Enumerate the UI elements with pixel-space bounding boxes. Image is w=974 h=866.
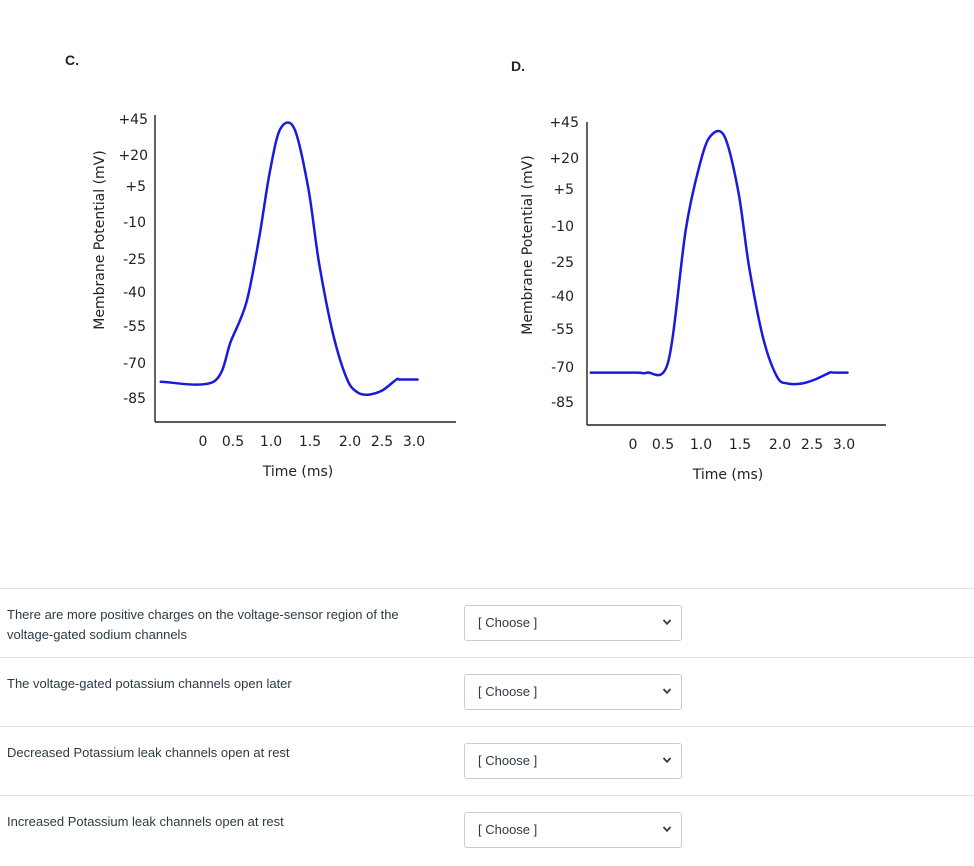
chart-d-xtick: 2.0 (769, 437, 791, 453)
chart-d-ytick: -55 (551, 322, 574, 338)
chevron-down-icon (662, 619, 672, 626)
chart-c-xtick: 2.0 (339, 434, 361, 450)
answer-statement: The voltage-gated potassium channels ope… (7, 676, 292, 691)
charts-svg: Membrane Potential (mV) +45 +20 +5 -10 -… (92, 112, 886, 483)
chart-d-ytick: +5 (553, 182, 574, 198)
chart-d-xtick: 3.0 (833, 437, 855, 453)
answer-row: Decreased Potassium leak channels open a… (0, 726, 974, 795)
chart-d-ylabel: Membrane Potential (mV) (520, 155, 536, 334)
answer-select-value: [ Choose ] (478, 684, 538, 699)
chart-c-xtick: 0 (199, 434, 208, 450)
chart-c-ylabel: Membrane Potential (mV) (92, 150, 108, 329)
chart-c-xlabel: Time (ms) (262, 464, 334, 480)
answer-statement: Decreased Potassium leak channels open a… (7, 745, 290, 760)
chart-d-xtick: 1.0 (690, 437, 712, 453)
chart-d-xtick: 0.5 (652, 437, 674, 453)
chart-c-xtick: 3.0 (403, 434, 425, 450)
chart-d: Membrane Potential (mV) +45 +20 +5 -10 -… (520, 115, 886, 483)
chart-c-ytick: +45 (118, 112, 148, 128)
chart-c: Membrane Potential (mV) +45 +20 +5 -10 -… (92, 112, 456, 480)
chart-d-ytick: +20 (549, 151, 579, 167)
chart-d-ytick: -25 (551, 255, 574, 271)
answer-row: The voltage-gated potassium channels ope… (0, 657, 974, 726)
answer-select[interactable]: [ Choose ] (464, 812, 682, 848)
answer-statement: There are more positive charges on the v… (7, 607, 399, 642)
chart-c-trace (159, 121, 419, 397)
chart-c-xtick: 0.5 (222, 434, 244, 450)
answer-select-value: [ Choose ] (478, 753, 538, 768)
chart-d-trace (589, 129, 849, 386)
panel-c-label: C. (65, 52, 79, 68)
chart-c-ytick: +20 (118, 148, 148, 164)
chart-c-xtick: 2.5 (371, 434, 393, 450)
chevron-down-icon (662, 688, 672, 695)
chart-d-ytick: +45 (549, 115, 579, 131)
answer-row: Increased Potassium leak channels open a… (0, 795, 974, 865)
answer-select[interactable]: [ Choose ] (464, 605, 682, 641)
chart-c-ytick: +5 (125, 179, 146, 195)
chevron-down-icon (662, 757, 672, 764)
answer-select[interactable]: [ Choose ] (464, 743, 682, 779)
chart-d-xtick: 0 (629, 437, 638, 453)
answer-statement: Increased Potassium leak channels open a… (7, 814, 284, 829)
chevron-down-icon (662, 826, 672, 833)
answer-select-value: [ Choose ] (478, 822, 538, 837)
chart-d-xlabel: Time (ms) (692, 467, 764, 483)
chart-c-ytick: -85 (123, 391, 146, 407)
panel-d-label: D. (511, 58, 525, 74)
chart-d-ytick: -70 (551, 360, 574, 376)
chart-c-ytick: -70 (123, 356, 146, 372)
chart-c-xtick: 1.5 (299, 434, 321, 450)
chart-c-ytick: -10 (123, 215, 146, 231)
chart-d-ytick: -40 (551, 289, 574, 305)
chart-c-ytick: -55 (123, 319, 146, 335)
chart-d-ytick: -10 (551, 219, 574, 235)
chart-d-ytick: -85 (551, 395, 574, 411)
chart-c-ytick: -40 (123, 285, 146, 301)
answer-row: There are more positive charges on the v… (0, 588, 974, 657)
chart-c-xtick: 1.0 (260, 434, 282, 450)
chart-d-xtick: 1.5 (729, 437, 751, 453)
answer-select-value: [ Choose ] (478, 615, 538, 630)
matching-question-table: There are more positive charges on the v… (0, 588, 974, 865)
answer-select[interactable]: [ Choose ] (464, 674, 682, 710)
chart-c-ytick: -25 (123, 252, 146, 268)
chart-d-xtick: 2.5 (801, 437, 823, 453)
